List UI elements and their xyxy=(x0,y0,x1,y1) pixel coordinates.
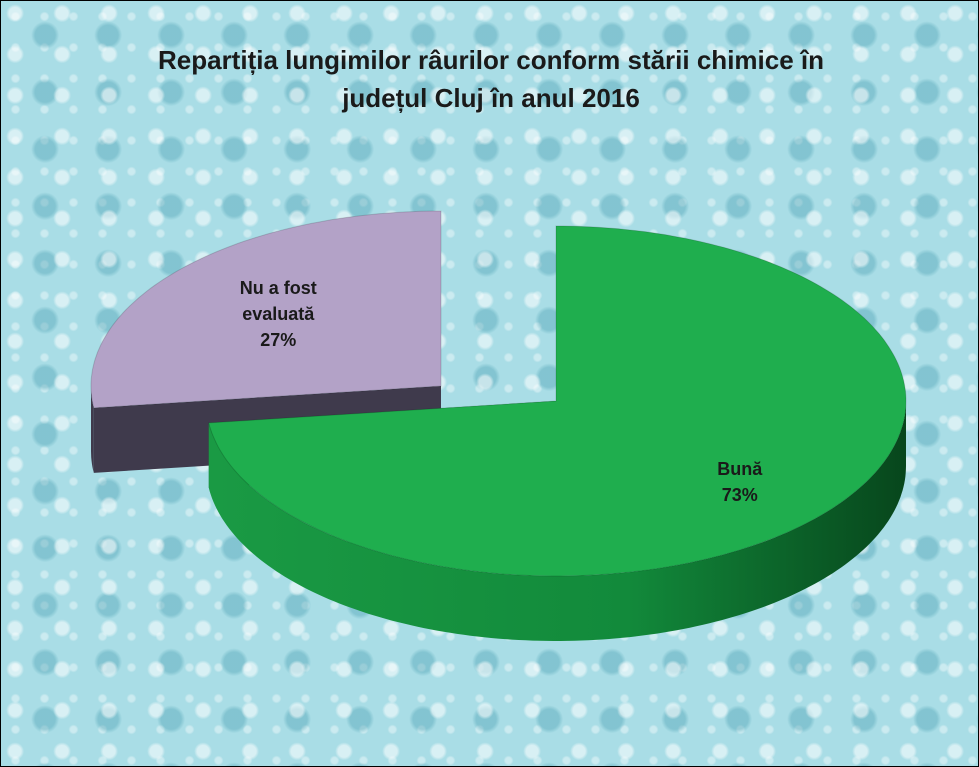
chart-title: Repartiția lungimilor râurilor conform s… xyxy=(157,45,825,113)
value-label: 27% xyxy=(260,330,297,351)
slice-side xyxy=(91,386,94,473)
data-label: Nu a fost evaluată 27% xyxy=(223,275,333,353)
pie-slice xyxy=(90,210,442,409)
category-label: Nu a fost evaluată xyxy=(239,278,317,325)
data-label: Bună 73% xyxy=(685,456,795,508)
slice-side xyxy=(208,401,907,641)
value-label: 73% xyxy=(721,485,758,505)
pie-slice xyxy=(208,225,907,577)
category-label: Bună xyxy=(717,459,763,479)
